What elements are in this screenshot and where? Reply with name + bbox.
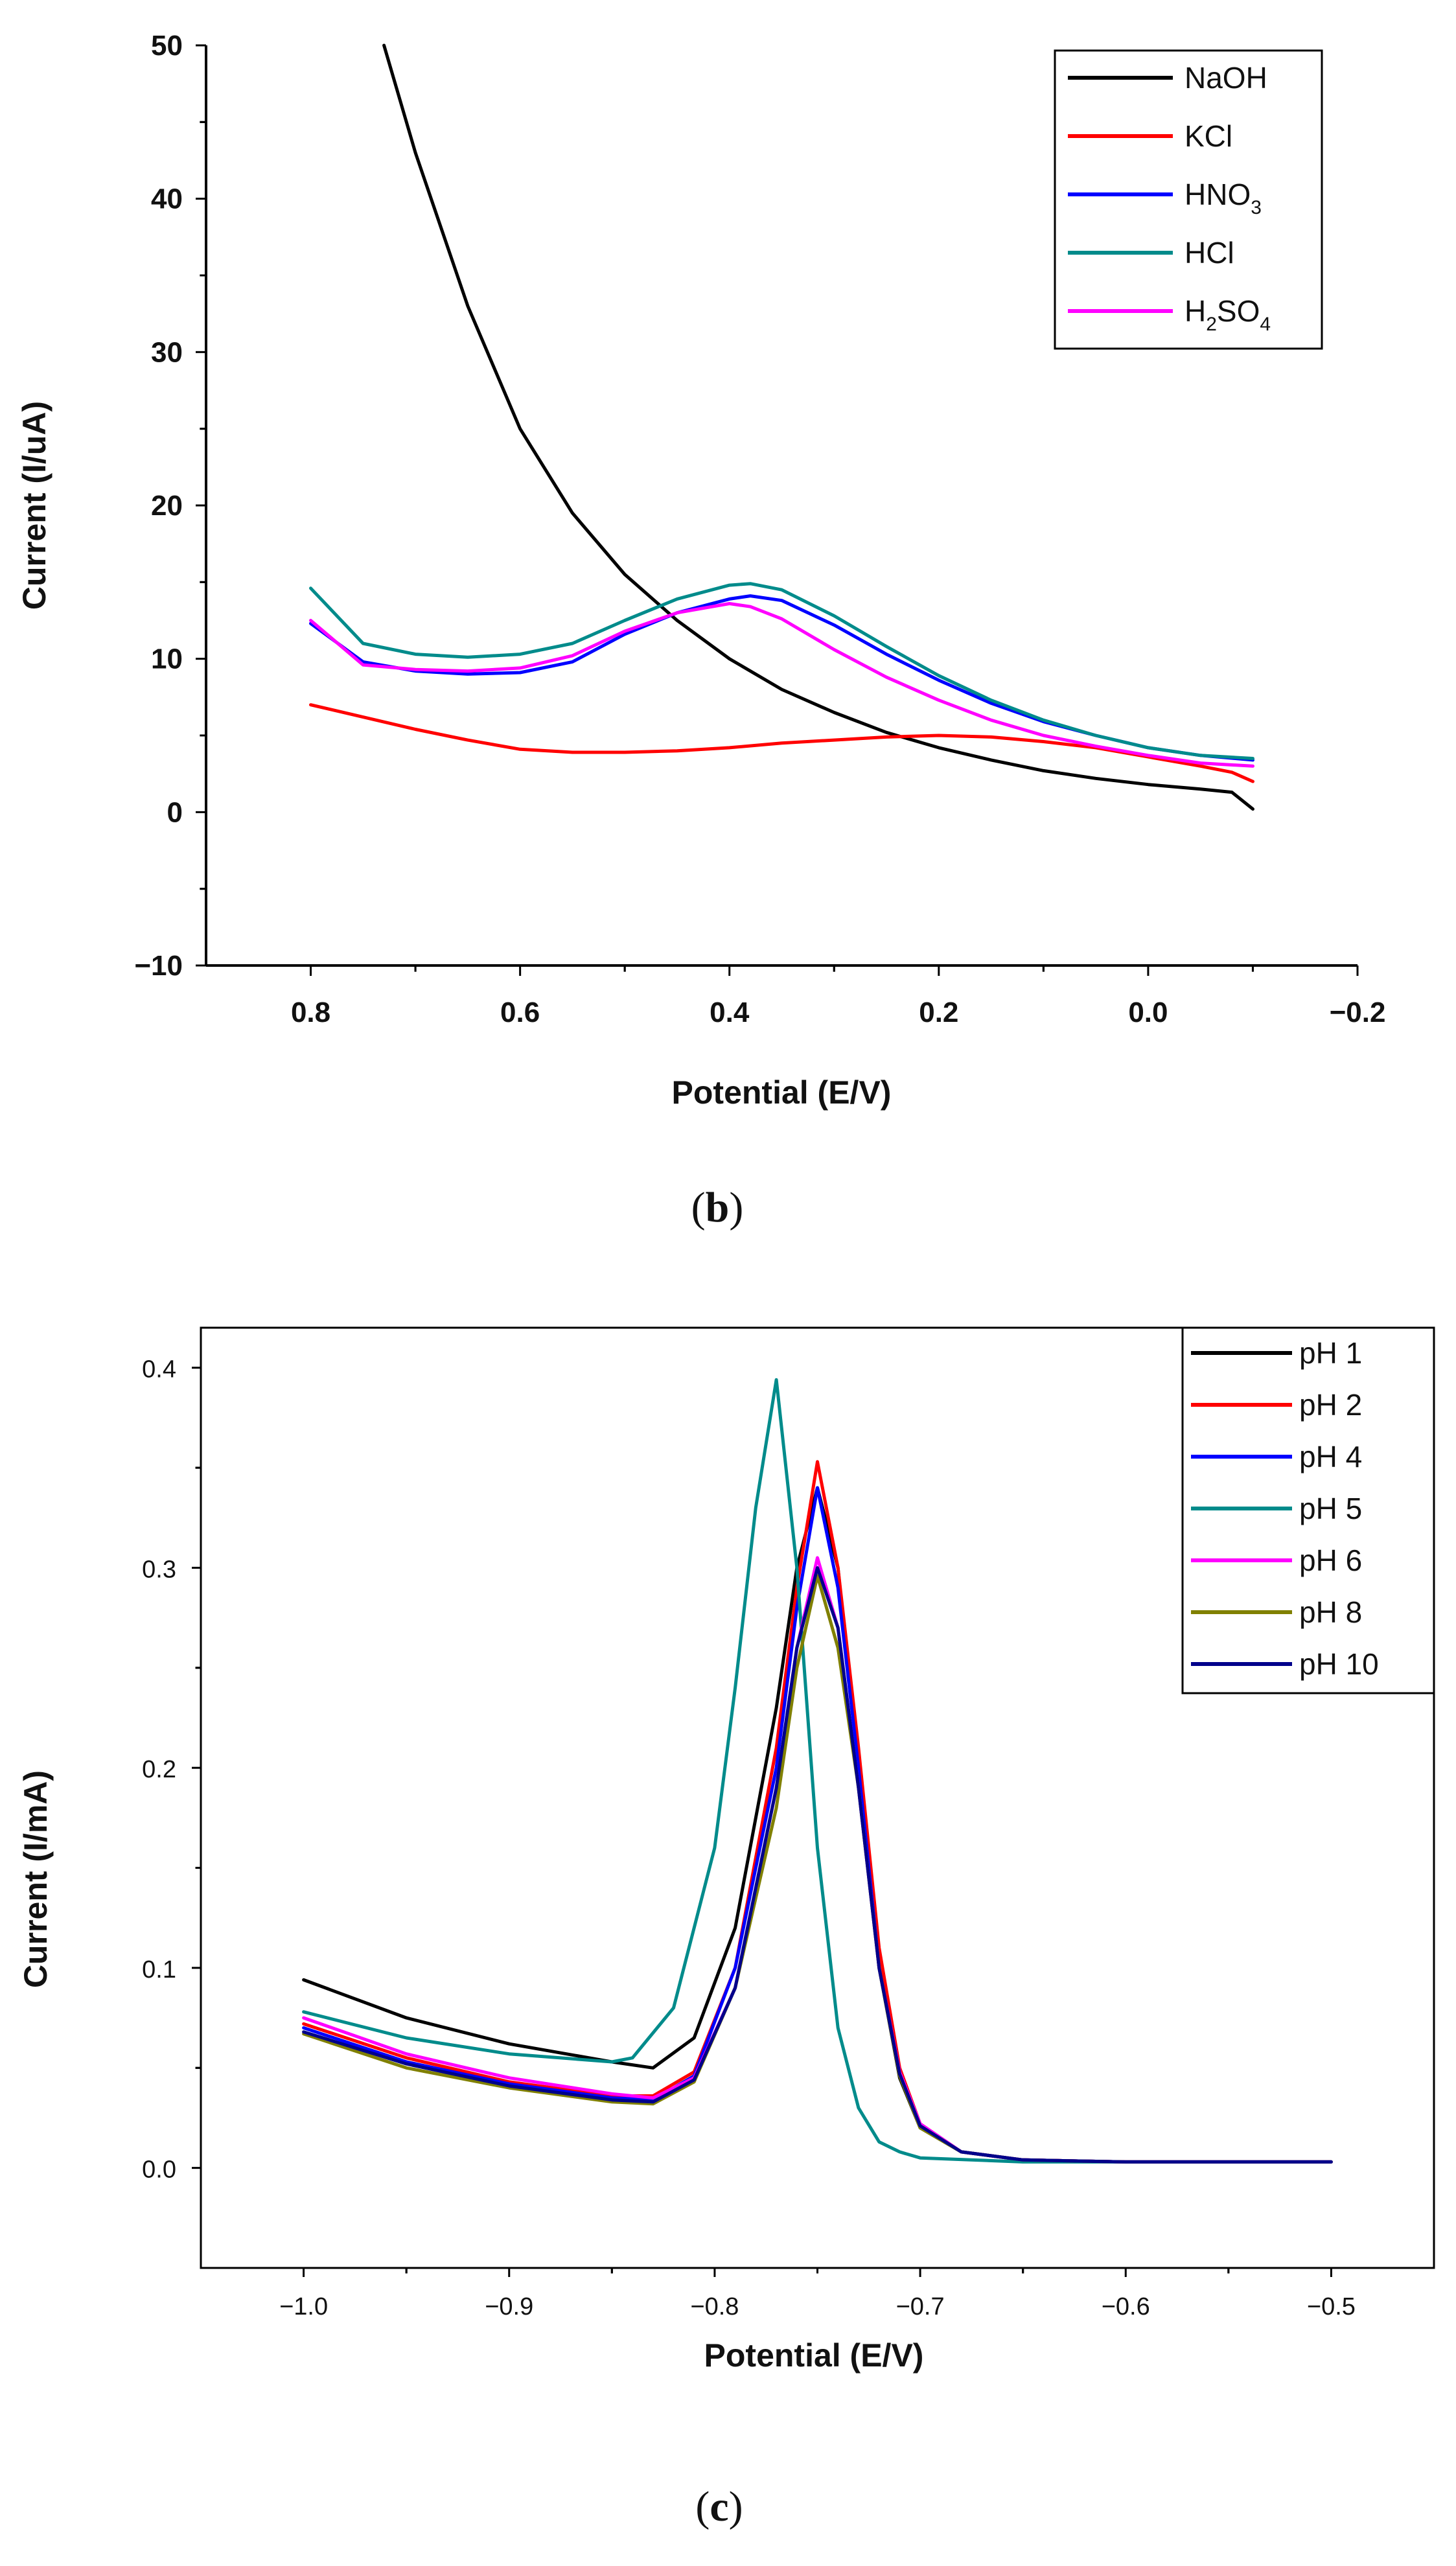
series-line-ph-10 (302, 1566, 1333, 2164)
y-tick-label-b: 0 (167, 796, 183, 828)
x-tick-label-c: −0.7 (896, 2293, 945, 2320)
y-tick-label-b: 30 (151, 336, 183, 368)
series-line-hcl (309, 582, 1254, 760)
ticks-b: 0.8 0.6 0.4 0.2 0.0 −0.2 −10 0 10 20 30 40 50 (134, 30, 1385, 1028)
y-tick-label-c: 0.3 (142, 1556, 176, 1583)
series-group-c (302, 1378, 1333, 2164)
series-group-b (309, 43, 1254, 811)
ticks-c: −1.0 −0.9 −0.8 −0.7 −0.6 −0.5 0.0 0.1 0.2 0.3 0.4 (142, 1356, 1356, 2320)
legend-label: pH 4 (1299, 1440, 1362, 1474)
legend-label: pH 2 (1299, 1388, 1362, 1422)
plot-area-b: 0.8 0.6 0.4 0.2 0.0 −0.2 −10 0 10 20 30 40 50 (134, 30, 1385, 1028)
legend-box-b (1054, 49, 1323, 350)
series-line-ph-4 (302, 1486, 1333, 2164)
legend-label: pH 10 (1299, 1647, 1379, 1681)
plot-area-c: −1.0 −0.9 −0.8 −0.7 −0.6 −0.5 0.0 0.1 0.2 0.3 0.4 (142, 1326, 1435, 2320)
x-tick-label-b: −0.2 (1330, 997, 1386, 1028)
x-tick-label-b: 0.8 (291, 997, 330, 1028)
legend-label: pH 8 (1299, 1595, 1362, 1629)
series-line-ph-1 (302, 1486, 1333, 2164)
y-tick-label-b: 50 (151, 30, 183, 62)
x-tick-label-c: −0.5 (1307, 2293, 1356, 2320)
y-tick-label-c: 0.2 (142, 1756, 176, 1783)
x-tick-label-c: −1.0 (279, 2293, 328, 2320)
legend-label: pH 1 (1299, 1336, 1362, 1370)
x-tick-label-b: 0.4 (710, 997, 750, 1028)
legend-label: NaOH (1184, 61, 1267, 95)
x-tick-label-b: 0.0 (1128, 997, 1168, 1028)
series-line-kcl (309, 703, 1254, 783)
x-axis-label-c: Potential (E/V) (704, 2337, 924, 2374)
x-tick-label-b: 0.2 (919, 997, 958, 1028)
panel-caption-b: (b) (691, 1184, 744, 1231)
legend-label: pH 6 (1299, 1543, 1362, 1577)
y-tick-label-c: 0.4 (142, 1356, 176, 1383)
y-tick-label-b: 40 (151, 183, 183, 215)
series-line-naoh (382, 43, 1254, 811)
x-tick-label-b: 0.6 (500, 997, 540, 1028)
panel-caption-c: (c) (695, 2483, 743, 2530)
x-tick-label-c: −0.9 (485, 2293, 533, 2320)
series-line-h2so4 (309, 602, 1254, 768)
y-axis-label-c: Current (I/mA) (17, 1770, 54, 1988)
legend-label: H2SO4 (1184, 294, 1271, 335)
x-axis-label-b: Potential (E/V) (672, 1074, 892, 1111)
chart-panel-b: 0.8 0.6 0.4 0.2 0.0 −0.2 −10 0 10 20 30 40 50 Potent… (16, 30, 1385, 1231)
y-tick-label-c: 0.1 (142, 1956, 176, 1983)
y-tick-label-b: 10 (151, 643, 183, 675)
legend-label: pH 5 (1299, 1492, 1362, 1525)
x-tick-label-c: −0.8 (690, 2293, 739, 2320)
x-tick-label-c: −0.6 (1102, 2293, 1150, 2320)
y-tick-label-c: 0.0 (142, 2156, 176, 2184)
y-tick-label-b: −10 (134, 950, 183, 982)
legend-label: HCl (1184, 236, 1234, 270)
legend-b: NaOH KCl HNO3 HCl H2SO4 (1054, 49, 1323, 350)
legend-c: pH 1 pH 2 pH 4 pH 5 pH 6 pH 8 pH 10 (1181, 1326, 1435, 1694)
y-tick-label-b: 20 (151, 490, 183, 522)
series-line-ph-5 (302, 1378, 1333, 2164)
legend-label: KCl (1184, 119, 1232, 153)
legend-label: HNO3 (1184, 178, 1262, 218)
y-axis-label-b: Current (I/uA) (16, 401, 52, 610)
chart-panel-c: −1.0 −0.9 −0.8 −0.7 −0.6 −0.50.00.10.20.30.4 … (17, 1326, 1435, 2530)
